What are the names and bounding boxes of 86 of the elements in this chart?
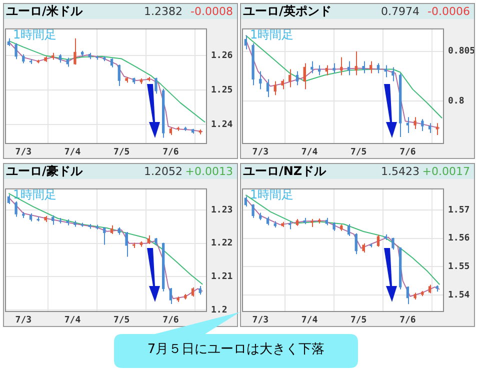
candlestick: [74, 38, 76, 66]
annotation: 1時間足: [250, 188, 294, 202]
candlestick: [347, 60, 350, 76]
candlestick: [303, 62, 306, 90]
y-tick-label: 1.22: [211, 238, 233, 249]
x-tick-label: 7/5: [350, 148, 367, 158]
candlestick: [347, 224, 350, 237]
candlestick: [191, 286, 194, 298]
text: 0.7974: [381, 4, 420, 19]
candlestick: [125, 232, 128, 258]
chart-title: ユーロ/米ドル: [6, 4, 82, 19]
x-tick-label: 7/5: [113, 148, 130, 158]
y-tick-label: 1.23: [211, 205, 233, 216]
x-tick-label: 7/4: [64, 148, 82, 158]
candlestick: [288, 68, 292, 88]
x-tick-label: 7/3: [252, 316, 269, 326]
y-tick-label: 1.56: [448, 234, 470, 244]
candlestick: [362, 60, 365, 74]
x-tick-label: 7/5: [350, 316, 367, 326]
candlestick: [118, 64, 120, 87]
candlestick: [370, 60, 372, 74]
y-tick-label: 0.8: [448, 96, 464, 106]
candlestick: [376, 62, 380, 74]
chart-title: ユーロ/英ポンド: [243, 4, 332, 19]
candlestick: [325, 64, 328, 76]
y-tick-label: 1.55: [448, 262, 470, 272]
y-tick-label: 1.21: [211, 272, 233, 282]
x-tick-label: 7/6: [400, 148, 416, 158]
candlestick: [340, 56, 343, 76]
candlestick: [169, 288, 172, 305]
candlestick: [14, 42, 18, 60]
x-tick-label: 7/4: [301, 148, 318, 158]
candlestick: [259, 70, 262, 90]
candlestick: [362, 242, 365, 253]
x-tick-label: 7/6: [162, 148, 179, 158]
x-tick-label: 7/3: [15, 148, 32, 158]
candlestick: [392, 66, 394, 82]
candlestick: [103, 226, 106, 246]
candlestick: [436, 122, 438, 136]
candlestick: [406, 116, 410, 134]
y-tick-label: 1.24: [211, 120, 234, 130]
candlestick: [296, 70, 299, 86]
text: -0.0008: [190, 4, 233, 19]
candlestick: [414, 116, 416, 130]
text: 7月５日にユーロは大きく下落: [146, 341, 326, 359]
text: 1.5423: [381, 164, 420, 179]
candlestick: [274, 80, 276, 96]
x-tick-label: 7/5: [113, 316, 130, 326]
candlestick: [354, 50, 358, 76]
candlestick: [354, 232, 358, 255]
chart-title: ユーロ/NZドル: [243, 164, 326, 179]
annotation: 1時間足: [13, 28, 57, 42]
x-tick-label: 7/4: [301, 316, 318, 326]
annotation: 1時間足: [250, 28, 294, 42]
text: +0.0013: [185, 164, 233, 179]
candlestick: [310, 60, 314, 74]
candlestick: [428, 122, 432, 134]
candlestick: [252, 204, 254, 218]
candlestick: [376, 234, 380, 248]
candlestick: [281, 78, 284, 90]
y-tick-label: 1.2: [211, 305, 228, 316]
candlestick: [392, 237, 394, 250]
x-tick-label: 7/3: [15, 316, 32, 326]
chart-title: ユーロ/豪ドル: [6, 164, 82, 179]
candlestick: [421, 118, 424, 132]
candlestick: [7, 194, 10, 205]
y-tick-label: 1.54: [448, 290, 470, 300]
candlestick: [266, 78, 270, 98]
x-tick-label: 7/6: [400, 316, 416, 326]
candlestick: [154, 77, 158, 94]
text: +0.0017: [422, 164, 470, 179]
candlestick: [332, 62, 336, 74]
y-tick-label: 1.26: [211, 51, 233, 62]
y-tick-label: 1.57: [448, 205, 470, 216]
text: -0.0006: [428, 4, 470, 19]
candlestick: [244, 34, 248, 50]
candlestick: [406, 286, 410, 305]
text: 1.2052: [144, 164, 182, 179]
x-tick-label: 7/6: [162, 316, 179, 326]
candlestick: [52, 214, 54, 226]
x-tick-label: 7/3: [252, 148, 269, 158]
text: 1.2382: [144, 4, 182, 19]
y-tick-label: 1.25: [211, 86, 233, 96]
candlestick: [14, 200, 18, 218]
x-tick-label: 7/4: [64, 316, 82, 326]
candlestick: [244, 196, 248, 208]
